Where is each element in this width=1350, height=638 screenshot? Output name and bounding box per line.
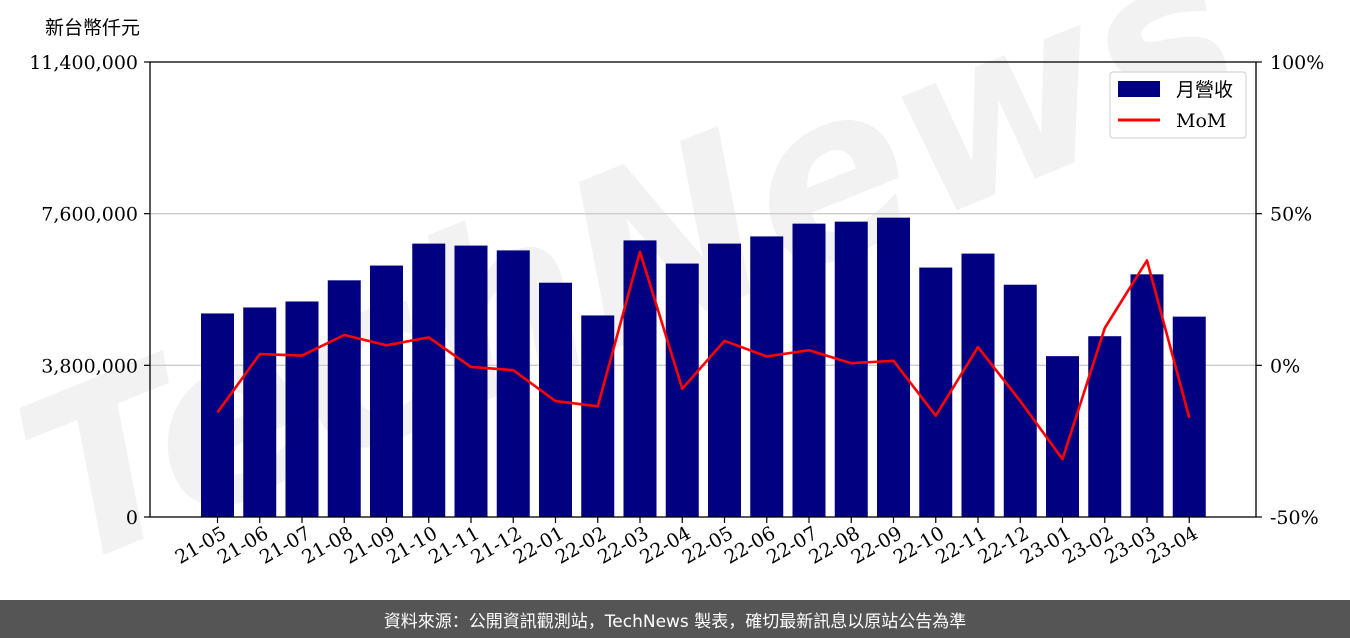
bar-22-07 [792,223,826,518]
mom-line [216,250,1191,461]
bar-21-08 [327,280,361,517]
legend: 月營收 MoM [1109,71,1247,139]
bar-21-06 [243,307,277,517]
footer-source-note: 資料來源：公開資訊觀測站，TechNews 製表，確切最新訊息以原站公告為準 [0,600,1350,638]
bar-22-02 [581,315,615,517]
bar-22-03 [623,240,657,517]
y2-tick-label: 0% [1270,355,1300,377]
mom-line-series [216,250,1191,461]
y2-tick-label: 100% [1270,52,1324,74]
bar-22-11 [961,253,995,517]
y-axis-unit-label: 新台幣仟元 [45,17,140,39]
legend-label-revenue: 月營收 [1176,79,1233,101]
left-y-axis: 0 3,800,000 7,600,000 11,400,000 [29,52,150,529]
bar-21-11 [454,245,488,517]
y-tick-label: 7,600,000 [41,204,138,226]
bar-23-03 [1130,274,1164,517]
bar-series [201,217,1206,518]
y-tick-label: 11,400,000 [29,52,138,74]
bar-21-12 [496,250,530,517]
bar-21-07 [285,301,319,517]
y2-tick-label: 50% [1270,204,1312,226]
bar-21-09 [370,265,403,517]
y-tick-label: 0 [126,507,138,529]
bar-21-10 [412,243,446,517]
right-y-axis: -50% 0% 50% 100% [1256,52,1324,529]
y2-tick-label: -50% [1270,507,1319,529]
bar-23-01 [1046,356,1079,517]
bar-22-04 [665,263,699,517]
bar-22-10 [919,267,953,517]
bar-22-05 [708,243,741,517]
bar-22-09 [877,217,910,517]
x-axis: 21-0521-0621-0721-0821-0921-1021-1121-12… [172,517,1202,569]
bar-22-06 [750,236,784,517]
bar-22-08 [834,221,868,518]
legend-swatch-bar [1118,81,1160,97]
legend-label-mom: MoM [1176,110,1226,132]
bar-21-05 [201,313,234,517]
plot-frame [149,61,1257,518]
y-tick-label: 3,800,000 [41,355,138,377]
footer-text: 資料來源：公開資訊觀測站，TechNews 製表，確切最新訊息以原站公告為準 [383,611,967,632]
